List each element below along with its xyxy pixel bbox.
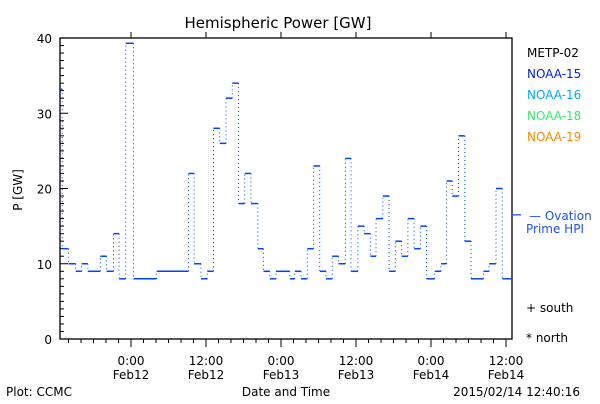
legend: METP-02 NOAA-15 NOAA-16 NOAA-18 NOAA-19 … — [526, 46, 592, 345]
x-tick-date: Feb12 — [188, 368, 225, 382]
legend-metp-02: METP-02 — [527, 46, 579, 60]
x-tick-time: 0:00 — [418, 354, 445, 368]
x-tick-date: Feb13 — [263, 368, 300, 382]
x-tick-time: 0:00 — [118, 354, 145, 368]
x-tick-time: 12:00 — [189, 354, 224, 368]
x-tick-date: Feb12 — [113, 368, 150, 382]
y-tick-label: 0 — [44, 333, 52, 347]
legend-south-marker: + south — [526, 301, 573, 315]
x-axis-label: Date and Time — [242, 385, 330, 399]
x-tick-date: Feb14 — [488, 368, 525, 382]
axes: 0102030400:00Feb1212:00Feb120:00Feb1312:… — [37, 32, 525, 382]
y-axis-label: P [GW] — [11, 169, 25, 211]
y-tick-label: 40 — [37, 32, 52, 46]
chart-title: Hemispheric Power [GW] — [185, 14, 372, 32]
y-tick-label: 30 — [37, 107, 52, 121]
plot-frame — [59, 37, 513, 340]
x-tick-time: 12:00 — [489, 354, 524, 368]
x-tick-time: 0:00 — [268, 354, 295, 368]
y-tick-label: 20 — [37, 183, 52, 197]
legend-noaa-16: NOAA-16 — [527, 88, 581, 102]
legend-noaa-18: NOAA-18 — [527, 109, 581, 123]
legend-noaa-19: NOAA-19 — [527, 130, 581, 144]
x-tick-time: 12:00 — [339, 354, 374, 368]
series-group — [60, 42, 521, 280]
x-tick-date: Feb13 — [338, 368, 375, 382]
legend-noaa-15: NOAA-15 — [527, 67, 581, 81]
x-tick-date: Feb14 — [413, 368, 450, 382]
legend-ovation-label-2: Prime HPI — [526, 222, 584, 236]
footer-timestamp: 2015/02/14 12:40:16 — [453, 385, 580, 399]
footer-source: Plot: CCMC — [6, 385, 72, 399]
legend-ovation-label: — Ovation — [529, 209, 592, 223]
y-tick-label: 10 — [37, 258, 52, 272]
legend-north-marker: * north — [526, 331, 568, 345]
